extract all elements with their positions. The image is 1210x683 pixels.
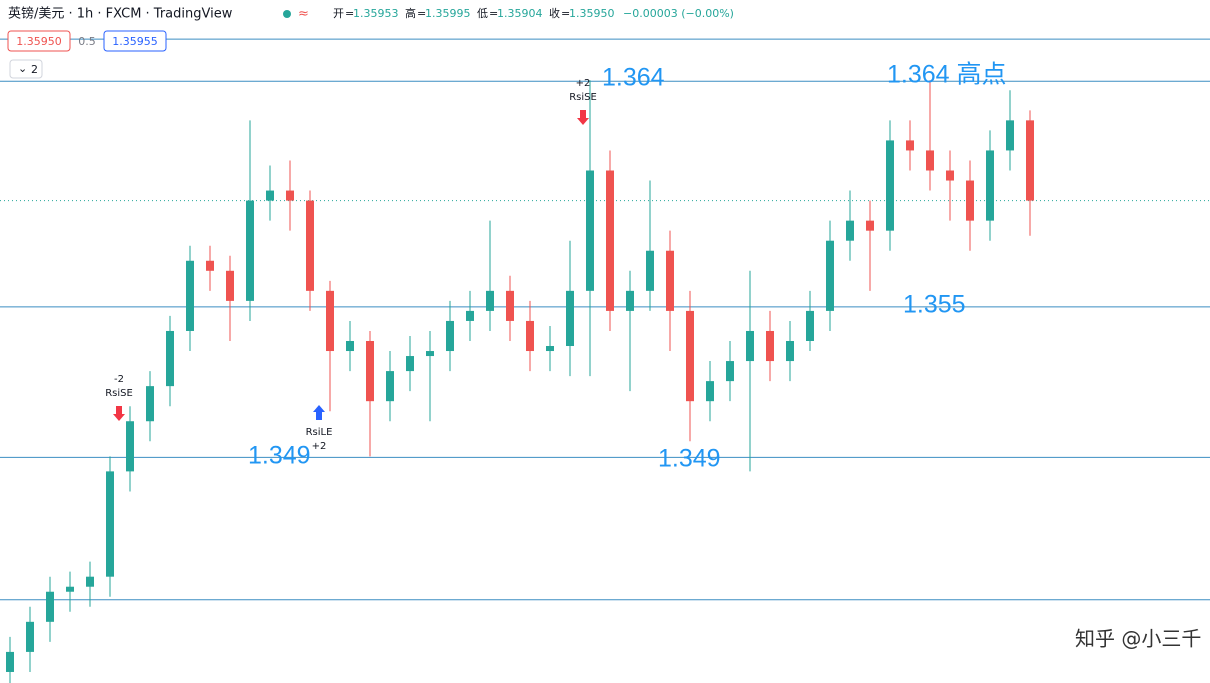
- candle-body: [346, 340, 354, 352]
- candle-body: [506, 290, 514, 321]
- bid: 1.35950: [16, 35, 62, 48]
- ohlc-label: 开: [333, 7, 344, 20]
- candle-body: [46, 591, 54, 622]
- candle-body: [646, 250, 654, 291]
- candle-body: [186, 260, 194, 331]
- sell-arrow: [113, 406, 125, 421]
- ohlc-eq: =: [345, 7, 354, 20]
- status-dot: [283, 10, 291, 18]
- candle-body: [306, 200, 314, 291]
- signal-label: +2: [312, 441, 327, 452]
- bid-box[interactable]: [7, 30, 71, 52]
- ohlc-eq: =: [489, 7, 498, 20]
- indicator-count: 2: [31, 63, 38, 76]
- candle-body: [166, 330, 174, 387]
- candle-body: [886, 140, 894, 231]
- watermark: 知乎 @小三千: [1075, 627, 1201, 651]
- price-annotation: 1.349: [248, 442, 311, 470]
- ohlc-label: 高: [405, 6, 416, 20]
- candle-body: [526, 320, 534, 352]
- sell-arrow: [577, 110, 589, 125]
- candle-body: [666, 250, 674, 311]
- candle-body: [366, 340, 374, 402]
- ohlc-eq: =: [561, 7, 570, 20]
- spread: 0.5: [78, 35, 96, 48]
- ohlc-value: 1.35904: [497, 7, 543, 20]
- candle-body: [966, 180, 974, 221]
- signal-label: -2: [114, 374, 124, 385]
- candle-body: [746, 330, 754, 362]
- change: −0.00003 (−0.00%): [623, 7, 734, 20]
- candle-body: [606, 170, 614, 311]
- candle-body: [426, 351, 434, 357]
- ohlc-label: 低: [477, 7, 488, 20]
- candle-body: [846, 220, 854, 241]
- candle-body: [206, 260, 214, 271]
- ohlc-eq: =: [417, 7, 426, 20]
- candle-body: [866, 220, 874, 231]
- candle-body: [126, 421, 134, 472]
- candle-body: [726, 361, 734, 382]
- price-annotation: 1.364: [602, 64, 665, 92]
- candle-body: [486, 290, 494, 311]
- candle-body: [326, 290, 334, 352]
- price-annotation: 1.364 高点: [887, 61, 1007, 89]
- candle-body: [6, 651, 14, 672]
- candle-body: [1026, 120, 1034, 201]
- candle-body: [226, 270, 234, 301]
- candle-body: [626, 290, 634, 311]
- candle-body: [826, 240, 834, 311]
- candle-body: [566, 290, 574, 347]
- ohlc-label: 收: [549, 6, 560, 20]
- ohlc-value: 1.35950: [569, 7, 615, 20]
- symbol[interactable]: 英镑/美元 · 1h · FXCM · TradingView: [8, 6, 233, 22]
- price-annotation: 1.349: [658, 445, 721, 473]
- candle-body: [466, 310, 474, 321]
- candle-body: [946, 170, 954, 181]
- candle-body: [266, 190, 274, 201]
- candle-body: [446, 320, 454, 352]
- candle-body: [906, 140, 914, 151]
- candle-body: [246, 200, 254, 301]
- buy-arrow: [313, 405, 325, 420]
- ohlc-value: 1.35995: [425, 7, 471, 20]
- ask: 1.35955: [112, 35, 158, 48]
- candle-body: [66, 586, 74, 592]
- candle-body: [106, 471, 114, 577]
- signal-label: +2: [576, 78, 591, 89]
- candle-body: [926, 150, 934, 171]
- candle-body: [586, 170, 594, 291]
- candle-body: [386, 371, 394, 402]
- chevron: ⌄: [18, 62, 27, 75]
- ohlc-value: 1.35953: [353, 7, 399, 20]
- candle-body: [786, 340, 794, 362]
- candle-body: [546, 346, 554, 352]
- candle-body: [686, 310, 694, 402]
- price-annotation: 1.355: [903, 291, 966, 319]
- indicator-toggle[interactable]: [9, 59, 43, 79]
- candle-body: [706, 381, 714, 402]
- candle-body: [986, 150, 994, 221]
- candle-body: [1006, 120, 1014, 151]
- candle-body: [86, 576, 94, 587]
- signal-label: RsiSE: [105, 388, 133, 399]
- signal-label: RsiSE: [569, 92, 597, 103]
- signal-label: RsiLE: [306, 427, 333, 438]
- candle-body: [286, 190, 294, 201]
- ask-box[interactable]: [103, 30, 167, 52]
- candle-body: [806, 310, 814, 341]
- candle-body: [766, 330, 774, 362]
- candle-body: [406, 356, 414, 372]
- candle-body: [146, 386, 154, 422]
- market-icon: ≈: [298, 7, 309, 22]
- candle-body: [26, 621, 34, 652]
